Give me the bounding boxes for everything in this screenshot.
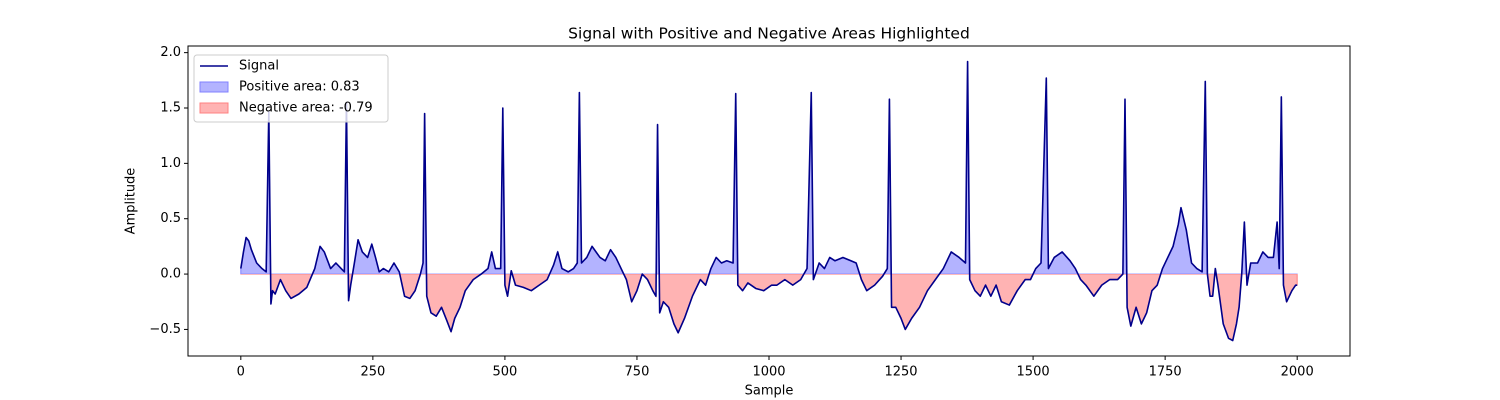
- signal-line: [240, 60, 1298, 342]
- x-tick-label: 750: [625, 365, 650, 380]
- x-tick-label: 0: [237, 365, 245, 380]
- y-tick-label: −0.5: [149, 322, 181, 337]
- x-tick-label: 1000: [752, 365, 785, 380]
- y-tick-label: 0.5: [160, 211, 181, 226]
- x-tick-label: 1250: [884, 365, 917, 380]
- x-tick-label: 500: [492, 365, 517, 380]
- x-axis-label: Sample: [745, 384, 794, 399]
- y-axis-label: Amplitude: [124, 168, 139, 235]
- x-tick-label: 2000: [1281, 365, 1314, 380]
- y-tick-label: 2.0: [160, 45, 181, 60]
- legend-swatch: [199, 81, 229, 93]
- legend-label: Negative area: -0.79: [239, 101, 373, 116]
- x-tick-label: 1750: [1149, 365, 1182, 380]
- x-tick-label: 250: [360, 365, 385, 380]
- chart-title: Signal with Positive and Negative Areas …: [568, 25, 970, 43]
- legend-label: Signal: [239, 59, 279, 74]
- area-fill: [240, 274, 1298, 342]
- y-tick-label: 0.0: [160, 267, 181, 282]
- y-tick-label: 1.0: [160, 156, 181, 171]
- x-tick-label: 1500: [1017, 365, 1050, 380]
- legend: Signal Positive area: 0.83 Negative area: …: [193, 54, 389, 123]
- legend-label: Positive area: 0.83: [239, 80, 360, 95]
- plot-frame: [187, 45, 1351, 357]
- legend-swatch: [199, 102, 229, 114]
- legend-box: [193, 54, 389, 123]
- y-tick-label: 1.5: [160, 101, 181, 116]
